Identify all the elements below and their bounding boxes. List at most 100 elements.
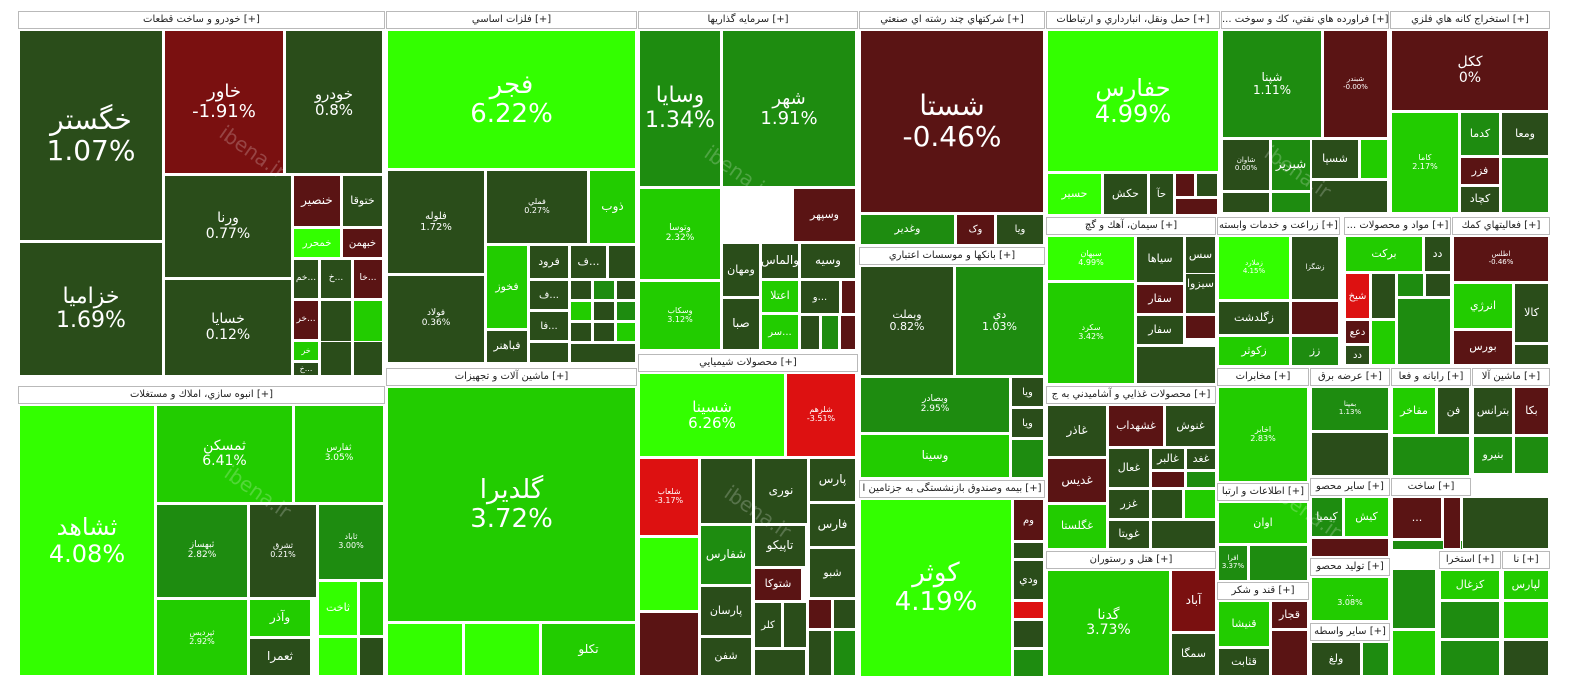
stock-tile[interactable]: فجر 6.22% bbox=[387, 30, 636, 169]
treemap-cell[interactable] bbox=[1362, 642, 1389, 676]
stock-tile[interactable]: کچاد bbox=[1460, 186, 1500, 213]
stock-tile[interactable]: فن bbox=[1437, 387, 1470, 435]
treemap-cell[interactable] bbox=[570, 301, 592, 321]
stock-tile[interactable]: اعتلا bbox=[761, 280, 799, 313]
stock-tile[interactable]: شتوکا bbox=[754, 568, 802, 601]
stock-tile[interactable]: خا... bbox=[353, 259, 383, 299]
sector-header[interactable]: ماشين آلا [+] bbox=[1472, 368, 1550, 386]
stock-tile[interactable]: فلوله 1.72% bbox=[387, 170, 485, 274]
stock-tile[interactable]: خنصیر bbox=[293, 175, 341, 227]
stock-tile[interactable]: فملي 0.27% bbox=[486, 170, 588, 244]
treemap-cell[interactable] bbox=[1151, 489, 1183, 519]
sector-header[interactable]: انبوه سازي، املاك و مستغلات [+] bbox=[18, 386, 385, 404]
stock-tile[interactable]: زشگزا bbox=[1291, 236, 1339, 300]
stock-tile[interactable]: حکش bbox=[1103, 173, 1148, 215]
stock-tile[interactable]: انرژي bbox=[1453, 283, 1513, 329]
stock-tile[interactable]: فرود bbox=[529, 245, 569, 279]
stock-tile[interactable]: كالا bbox=[1514, 283, 1549, 343]
stock-tile[interactable]: بکا bbox=[1514, 387, 1549, 435]
treemap-cell[interactable] bbox=[1503, 601, 1549, 639]
treemap-cell[interactable] bbox=[1013, 542, 1044, 559]
sector-header[interactable]: شركتهاي چند رشته اي صنعتي [+] bbox=[859, 11, 1045, 29]
stock-tile[interactable]: وم bbox=[1013, 499, 1044, 541]
sector-header[interactable]: ... مواد و محصولات [+] bbox=[1344, 217, 1451, 235]
treemap-cell[interactable] bbox=[1360, 139, 1388, 179]
treemap-cell[interactable] bbox=[1371, 273, 1396, 319]
stock-tile[interactable]: دد bbox=[1345, 345, 1370, 365]
stock-tile[interactable]: دي 1.03% bbox=[955, 266, 1044, 376]
stock-tile[interactable]: غعال bbox=[1108, 448, 1150, 488]
treemap-cell[interactable] bbox=[1013, 620, 1044, 648]
stock-tile[interactable]: غشهداب bbox=[1108, 405, 1164, 447]
treemap-cell[interactable] bbox=[616, 322, 636, 342]
stock-tile[interactable]: صبا bbox=[722, 298, 760, 350]
treemap-cell[interactable] bbox=[1184, 489, 1216, 519]
stock-tile[interactable]: سس bbox=[1185, 236, 1216, 274]
sector-header[interactable]: ساير محصو [+] bbox=[1310, 478, 1390, 496]
stock-tile[interactable]: وآذر bbox=[249, 599, 311, 637]
treemap-cell[interactable] bbox=[570, 322, 592, 342]
stock-tile[interactable]: حفارس 4.99% bbox=[1047, 30, 1219, 172]
stock-tile[interactable]: ثعمرا bbox=[249, 638, 311, 676]
stock-tile[interactable]: والماس bbox=[761, 243, 799, 279]
stock-tile[interactable]: غدیس bbox=[1047, 458, 1107, 503]
stock-tile[interactable]: خسایا 0.12% bbox=[164, 279, 292, 376]
stock-tile[interactable]: فخوز bbox=[486, 245, 528, 329]
treemap-cell[interactable] bbox=[821, 315, 839, 350]
sector-header[interactable]: هتل و رستوران [+] bbox=[1046, 551, 1216, 569]
stock-tile[interactable]: فا... bbox=[529, 311, 569, 341]
sector-header[interactable]: سرمايه گذاريها [+] bbox=[638, 11, 858, 29]
stock-tile[interactable]: شهر 1.91% bbox=[722, 30, 856, 187]
stock-tile[interactable]: ختوقا bbox=[342, 175, 383, 227]
stock-tile[interactable]: سمگا bbox=[1171, 633, 1216, 676]
stock-tile[interactable]: ثاباد 3.00% bbox=[318, 504, 384, 580]
stock-tile[interactable]: ویا bbox=[996, 214, 1044, 245]
treemap-cell[interactable] bbox=[1397, 298, 1451, 365]
stock-tile[interactable]: سفار bbox=[1136, 315, 1184, 345]
treemap-cell[interactable] bbox=[1151, 520, 1216, 549]
treemap-cell[interactable] bbox=[1462, 497, 1549, 549]
treemap-cell[interactable] bbox=[833, 630, 856, 676]
stock-tile[interactable]: ثفارس 3.05% bbox=[294, 405, 384, 503]
treemap-cell[interactable] bbox=[1013, 601, 1044, 619]
stock-tile[interactable]: وبصادر 2.95% bbox=[860, 377, 1010, 433]
stock-tile[interactable]: ثشرق 0.21% bbox=[249, 504, 317, 598]
stock-tile[interactable]: خاور -1.91% bbox=[164, 30, 284, 174]
stock-tile[interactable]: و... bbox=[800, 280, 840, 314]
sector-header[interactable]: اطلاعات و ارتبا [+] bbox=[1217, 483, 1309, 501]
sector-header[interactable]: تولید محصو [+] bbox=[1310, 558, 1390, 576]
sector-header[interactable]: ماشين آلات و تجهيزات [+] bbox=[386, 368, 637, 386]
treemap-cell[interactable] bbox=[754, 649, 806, 676]
treemap-cell[interactable] bbox=[1249, 545, 1308, 581]
treemap-cell[interactable] bbox=[359, 581, 384, 636]
sector-header[interactable]: بیمه وصندوق بازنشستگی به جزتامین ا [+] bbox=[859, 480, 1045, 498]
treemap-cell[interactable] bbox=[1392, 630, 1436, 676]
stock-tile[interactable]: فباهنر bbox=[486, 330, 528, 363]
stock-tile[interactable]: كزغال bbox=[1440, 570, 1500, 600]
treemap-cell[interactable] bbox=[1186, 471, 1216, 488]
treemap-cell[interactable] bbox=[1514, 344, 1549, 365]
stock-tile[interactable]: وسیه bbox=[800, 243, 856, 279]
sector-header[interactable]: محصولات غذايي و آشاميدني به ج [+] bbox=[1046, 386, 1216, 404]
stock-tile[interactable]: ف... bbox=[529, 280, 569, 310]
treemap-cell[interactable] bbox=[639, 612, 699, 676]
stock-tile[interactable]: خر bbox=[293, 341, 319, 361]
stock-tile[interactable]: حآ bbox=[1149, 173, 1174, 215]
treemap-cell[interactable] bbox=[1425, 273, 1451, 297]
treemap-cell[interactable] bbox=[1311, 180, 1388, 213]
sector-header[interactable]: محصولات شيميايي [+] bbox=[638, 354, 858, 372]
stock-tile[interactable]: شبو bbox=[809, 548, 856, 598]
treemap-cell[interactable] bbox=[841, 280, 856, 314]
stock-tile[interactable]: قنیشا bbox=[1218, 601, 1270, 647]
stock-tile[interactable]: کدما bbox=[1460, 112, 1500, 156]
stock-tile[interactable]: وسینا bbox=[860, 434, 1010, 478]
stock-tile[interactable]: بترانس bbox=[1473, 387, 1513, 435]
stock-tile[interactable]: ثمسكن 6.41% bbox=[156, 405, 293, 503]
stock-tile[interactable]: غویتا bbox=[1108, 520, 1150, 549]
stock-tile[interactable]: کیش bbox=[1344, 497, 1389, 537]
sector-header[interactable]: سيمان، آهك و گچ [+] bbox=[1046, 217, 1216, 235]
stock-tile[interactable]: وتوسا 2.32% bbox=[639, 188, 721, 280]
stock-tile[interactable]: پارس bbox=[809, 458, 856, 502]
stock-tile[interactable]: بنیرو bbox=[1473, 436, 1513, 474]
stock-tile[interactable]: غنوش bbox=[1165, 405, 1216, 447]
